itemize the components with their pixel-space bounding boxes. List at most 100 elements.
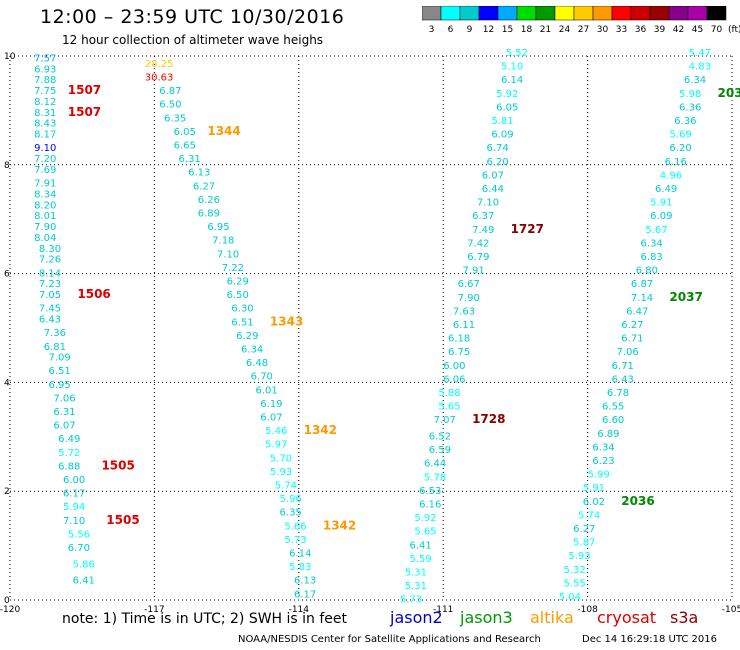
wave-height-value: 8.20 xyxy=(34,200,56,211)
x-tick-label: -114 xyxy=(289,605,310,615)
pass-time-label: 1505 xyxy=(106,513,139,527)
pass-time-label: 1342 xyxy=(323,518,356,532)
wave-height-value: 7.36 xyxy=(44,328,66,339)
color-scale-label: 24 xyxy=(559,25,571,35)
wave-height-value: 5.31 xyxy=(405,568,427,579)
wave-height-value: 8.12 xyxy=(34,97,56,108)
wave-height-value: 8.01 xyxy=(34,211,56,222)
color-scale-label: 39 xyxy=(654,25,666,35)
wave-height-value: 6.83 xyxy=(641,252,663,263)
wave-height-value: 5.86 xyxy=(73,559,95,570)
wave-height-value: 6.80 xyxy=(636,266,658,277)
wave-height-value: 7.63 xyxy=(453,306,475,317)
wave-height-value: 6.49 xyxy=(655,184,677,195)
color-swatch xyxy=(706,6,727,21)
wave-height-value: 6.71 xyxy=(621,334,643,345)
wave-height-value: 6.59 xyxy=(429,445,451,456)
wave-height-value: 6.89 xyxy=(198,208,220,219)
wave-height-value: 7.90 xyxy=(458,293,480,304)
wave-height-value: 6.34 xyxy=(592,442,614,453)
wave-height-value: 6.36 xyxy=(674,116,696,127)
pass-time-label: 1343 xyxy=(270,314,303,328)
wave-height-value: 5.87 xyxy=(573,538,595,549)
color-scale-label: 3 xyxy=(429,25,435,35)
x-tick-label: -117 xyxy=(144,605,164,615)
wave-height-value: 6.13 xyxy=(294,576,316,587)
wave-height-value: 7.57 xyxy=(34,53,56,64)
wave-height-value: 6.93 xyxy=(34,64,56,75)
color-scale-label: 30 xyxy=(597,25,609,35)
legend-s3a: s3a xyxy=(670,608,699,627)
wave-height-value: 5.56 xyxy=(68,529,90,540)
wave-height-value: 8.14 xyxy=(39,268,61,279)
x-tick-label: -108 xyxy=(577,605,598,615)
wave-height-value: 6.17 xyxy=(294,589,316,600)
wave-height-value: 6.49 xyxy=(58,434,80,445)
wave-height-value: 5.98 xyxy=(679,89,701,100)
wave-height-value: 6.02 xyxy=(583,497,605,508)
wave-height-value: 6.09 xyxy=(650,211,672,222)
wave-height-value: 5.74 xyxy=(578,510,600,521)
wave-height-value: 6.41 xyxy=(73,576,95,587)
wave-height-value: 6.50 xyxy=(159,100,181,111)
wave-height-value: 6.16 xyxy=(665,157,687,168)
wave-height-value: 6.26 xyxy=(198,195,220,206)
wave-height-value: 7.91 xyxy=(34,179,56,190)
wave-height-value: 6.53 xyxy=(419,486,441,497)
wave-height-value: 7.42 xyxy=(467,238,489,249)
wave-height-value: 7.90 xyxy=(34,222,56,233)
wave-height-value: 6.34 xyxy=(684,75,706,86)
wave-height-value: 6.30 xyxy=(231,304,253,315)
wave-height-value: 7.09 xyxy=(49,353,71,364)
wave-height-value: 6.44 xyxy=(424,459,446,470)
x-tick-label: -120 xyxy=(0,605,20,615)
map-subtitle: 12 hour collection of altimeter wave hei… xyxy=(62,33,324,47)
wave-height-value: 7.91 xyxy=(462,266,484,277)
wave-height-value: 6.07 xyxy=(482,170,504,181)
wave-height-value: 6.87 xyxy=(159,86,181,97)
wave-height-value: 7.10 xyxy=(63,516,85,527)
wave-height-value: 6.60 xyxy=(602,415,624,426)
wave-height-value: 6.29 xyxy=(227,276,249,287)
wave-height-value: 5.73 xyxy=(284,535,306,546)
wave-height-value: 6.71 xyxy=(612,361,634,372)
wave-height-value: 6.29 xyxy=(236,331,258,342)
wave-height-value: 7.23 xyxy=(39,279,61,290)
wave-height-value: 6.43 xyxy=(612,374,634,385)
wave-height-value: 7.18 xyxy=(212,236,234,247)
wave-height-value: 6.48 xyxy=(246,358,268,369)
pass-time-label: 1507 xyxy=(68,83,101,97)
wave-height-value: 30.63 xyxy=(145,72,174,83)
y-tick-label: 10 xyxy=(4,52,16,62)
wave-height-value: 7.05 xyxy=(39,290,61,301)
wave-height-value: 5.72 xyxy=(58,448,80,459)
wave-height-value: 6.27 xyxy=(573,524,595,535)
wave-height-value: 5.92 xyxy=(414,513,436,524)
wave-height-value: 7.49 xyxy=(472,225,494,236)
wave-height-value: 8.04 xyxy=(34,233,56,244)
y-tick-label: 6 xyxy=(4,270,10,280)
map-title: 12:00 – 23:59 UTC 10/30/2016 xyxy=(40,6,345,28)
x-tick-label: -105 xyxy=(722,605,740,615)
color-scale-label: 6 xyxy=(448,25,454,35)
wave-height-value: 6.50 xyxy=(227,290,249,301)
y-tick-label: 4 xyxy=(4,378,10,388)
wave-height-value: 4.83 xyxy=(689,62,711,73)
wave-height-value: 6.35 xyxy=(164,113,186,124)
pass-time-label: 2036 xyxy=(621,494,654,508)
wave-height-value: 6.88 xyxy=(58,461,80,472)
wave-height-value: 6.27 xyxy=(193,181,215,192)
wave-height-value: 8.17 xyxy=(34,130,56,141)
wave-height-value: 6.87 xyxy=(631,279,653,290)
wave-height-value: 6.43 xyxy=(39,315,61,326)
wave-height-value: 6.34 xyxy=(241,344,263,355)
wave-height-value: 6.00 xyxy=(63,475,85,486)
color-scale-label: 15 xyxy=(502,25,513,35)
color-scale-label: 18 xyxy=(521,25,533,35)
wave-height-value: 6.65 xyxy=(174,140,196,151)
wave-height-value: 5.69 xyxy=(669,130,691,141)
wave-height-value: 6.52 xyxy=(429,432,451,443)
wave-height-value: 6.23 xyxy=(592,456,614,467)
